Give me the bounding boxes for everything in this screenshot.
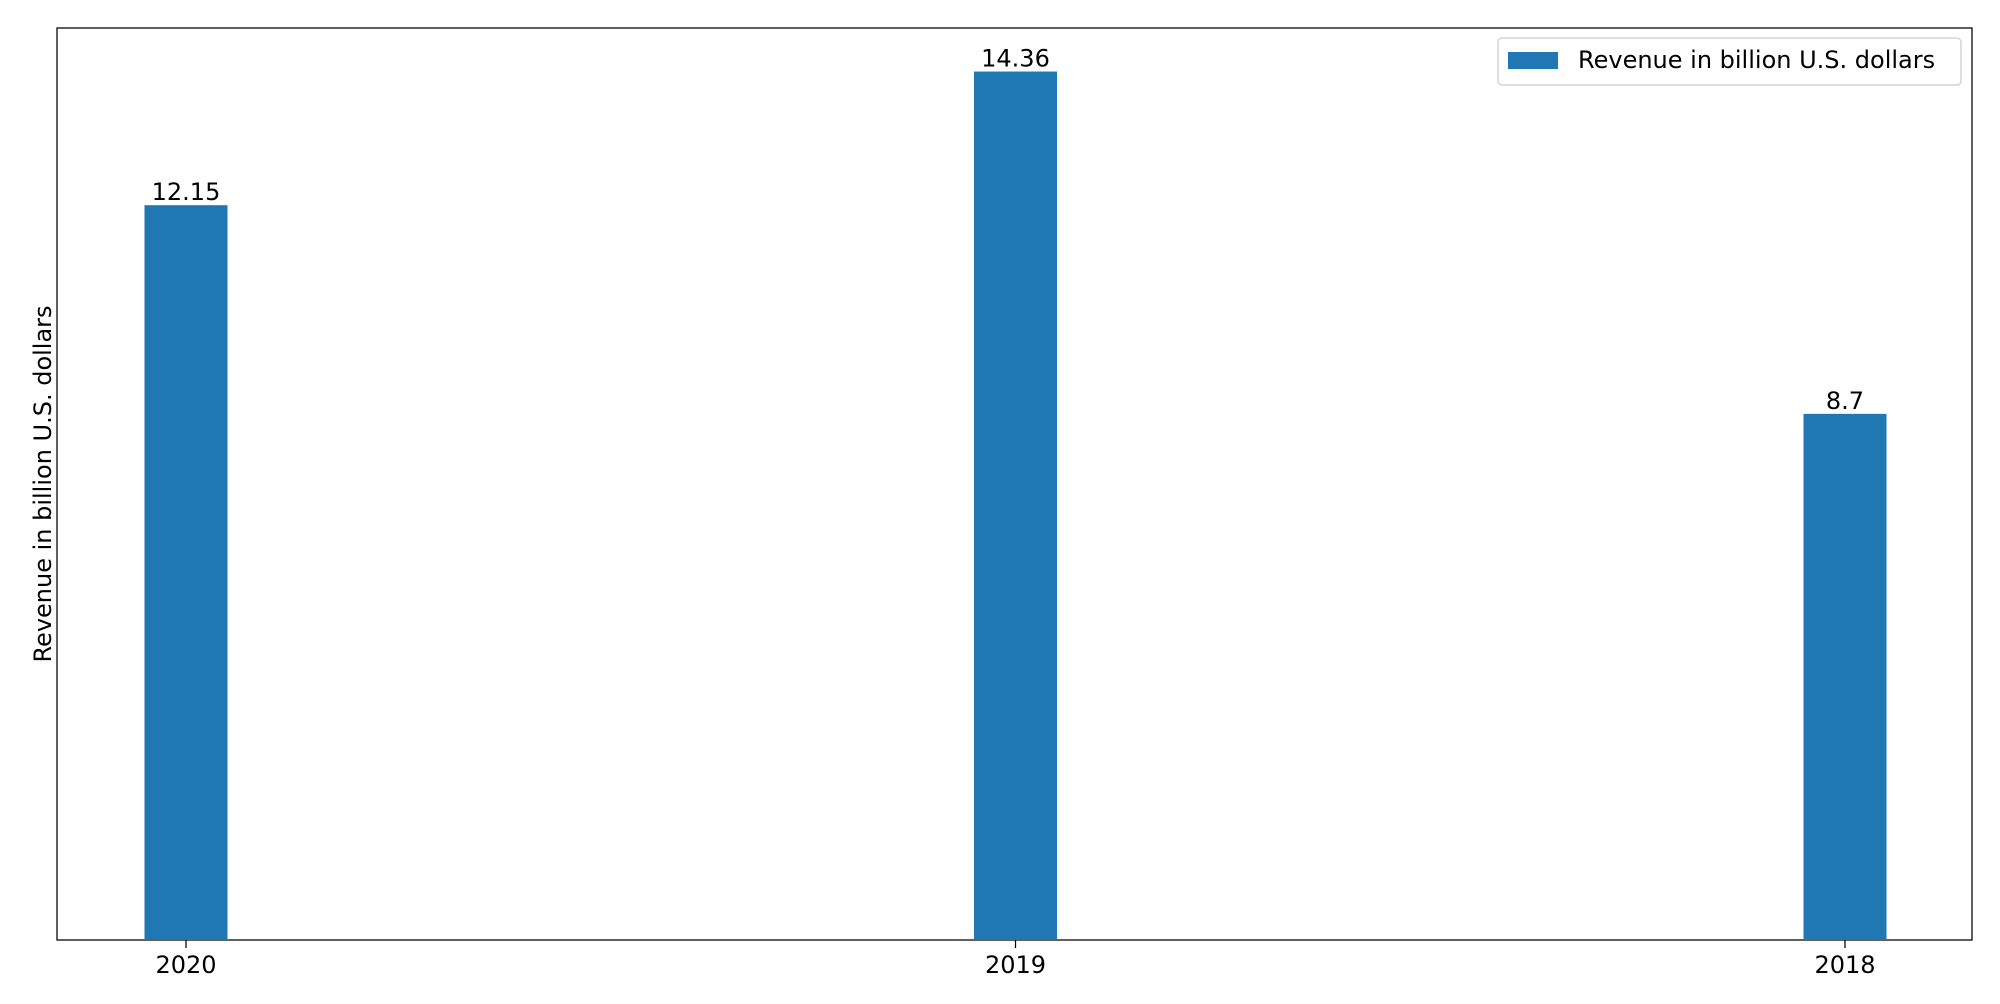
legend: Revenue in billion U.S. dollars (1497, 37, 1962, 86)
x-tick-label-2018: 2018 (1814, 951, 1875, 979)
x-tick-label-2019: 2019 (985, 951, 1046, 979)
bars-layer: 12.15 14.36 8.7 (144, 45, 1887, 941)
x-axis-ticks: 2020 2019 2018 (155, 940, 1876, 979)
bar-2018 (1803, 413, 1887, 940)
bar-2019 (974, 71, 1057, 941)
legend-label: Revenue in billion U.S. dollars (1578, 46, 1935, 74)
legend-box (1497, 37, 1962, 86)
y-axis-label: Revenue in billion U.S. dollars (29, 305, 57, 662)
x-tick-label-2020: 2020 (155, 951, 216, 979)
data-label-2019: 14.36 (981, 45, 1050, 73)
bar-2020 (144, 205, 228, 940)
data-label-2020: 12.15 (152, 178, 221, 206)
data-label-2018: 8.7 (1826, 387, 1864, 415)
legend-swatch (1508, 52, 1558, 69)
